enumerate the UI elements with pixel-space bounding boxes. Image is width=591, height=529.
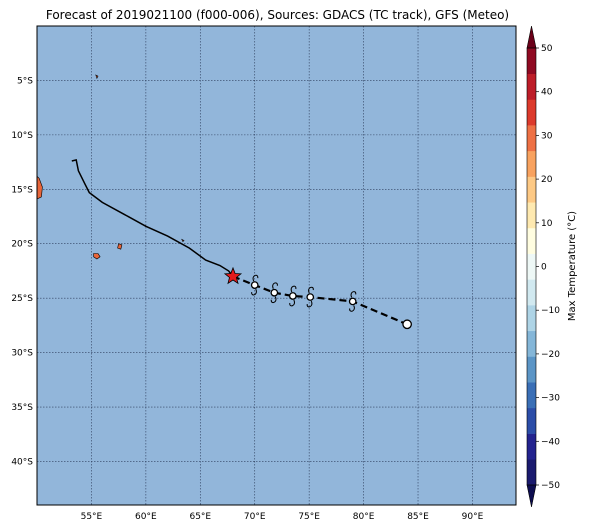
- cyclone-track: [71, 158, 412, 330]
- colorbar-band: [527, 279, 536, 306]
- latitude-labels: 5°S 10°S 15°S 20°S 25°S 30°S 35°S 40°S: [11, 76, 33, 467]
- colorbar-band: [527, 382, 536, 409]
- colorbar-over-arrow: [526, 25, 537, 49]
- colorbar-band: [527, 433, 536, 460]
- colorbar-tick-label: 40: [541, 88, 553, 98]
- colorbar-band: [527, 330, 536, 357]
- past-track-line: [71, 158, 234, 277]
- lon-tick-label: 75°E: [298, 512, 320, 522]
- map-frame: [36, 25, 517, 506]
- colorbar-tick-label: −20: [541, 350, 560, 360]
- land-layer: [37, 74, 185, 260]
- lat-tick-label: 25°S: [11, 294, 33, 304]
- lat-tick-label: 15°S: [11, 185, 33, 195]
- island-reunion: [93, 253, 101, 260]
- colorbar-tick-label: 10: [541, 219, 553, 229]
- colorbar-band: [527, 407, 536, 434]
- colorbar-band: [527, 459, 536, 486]
- colorbar-band: [527, 227, 536, 254]
- colorbar-label: Max Temperature (°C): [567, 211, 578, 321]
- colorbar-ticks: 50 40 30 20 10 0 −10 −20 −30 −40 −50: [536, 44, 560, 491]
- cyclone-symbol-icon: [306, 286, 315, 308]
- lon-tick-label: 80°E: [353, 512, 375, 522]
- cyclone-symbol-icon: [288, 285, 297, 307]
- colorbar-tick-label: 30: [541, 131, 553, 141]
- ocean-area: [37, 26, 516, 505]
- colorbar-tick-label: −40: [541, 437, 560, 447]
- colorbar-band: [527, 99, 536, 126]
- colorbar-band: [527, 253, 536, 280]
- longitude-labels: 55°E 60°E 65°E 70°E 75°E 80°E 85°E 90°E: [81, 512, 484, 522]
- island-rodrigues: [181, 238, 185, 243]
- lat-tick-label: 40°S: [11, 457, 33, 467]
- current-position-star-icon: [223, 266, 243, 285]
- lat-tick-label: 20°S: [11, 240, 33, 250]
- island-madagascar: [37, 175, 43, 200]
- colorbar-under-arrow: [526, 484, 537, 508]
- lon-tick-label: 85°E: [407, 512, 429, 522]
- lon-tick-label: 65°E: [189, 512, 211, 522]
- lat-tick-label: 5°S: [17, 76, 33, 86]
- colorbar-tick-label: 50: [541, 44, 553, 54]
- colorbar-band: [527, 305, 536, 332]
- colorbar-tick-label: 0: [541, 263, 547, 273]
- lon-tick-label: 55°E: [81, 512, 103, 522]
- lat-tick-label: 10°S: [11, 131, 33, 141]
- map-title: Forecast of 2019021100 (f000-006), Sourc…: [45, 8, 510, 22]
- colorbar-tick-label: −50: [541, 481, 560, 491]
- cyclone-symbol-icon: [348, 291, 357, 312]
- colorbar-band: [527, 150, 536, 177]
- colorbar-bands: [526, 25, 537, 508]
- cyclone-symbol-icon: [250, 274, 259, 296]
- lon-tick-label: 90°E: [462, 512, 484, 522]
- colorbar: 50 40 30 20 10 0 −10 −20 −30 −40 −50 Max Temperatu…: [526, 25, 578, 508]
- colorbar-band: [527, 356, 536, 383]
- colorbar-band: [527, 176, 536, 203]
- lat-tick-label: 35°S: [11, 403, 33, 413]
- graticule: [37, 26, 516, 505]
- colorbar-band: [527, 48, 536, 75]
- colorbar-band: [527, 73, 536, 100]
- colorbar-tick-label: 20: [541, 175, 553, 185]
- colorbar-band: [527, 125, 536, 152]
- cyclone-symbol-icon: [270, 282, 279, 304]
- lon-tick-label: 60°E: [135, 512, 157, 522]
- colorbar-tick-label: −30: [541, 394, 560, 404]
- lon-tick-label: 70°E: [244, 512, 266, 522]
- colorbar-band: [527, 202, 536, 229]
- island-mauritius: [117, 243, 123, 250]
- island-seychelles: [95, 74, 99, 80]
- colorbar-tick-label: −10: [541, 306, 560, 316]
- lat-tick-label: 30°S: [11, 349, 33, 359]
- forecast-end-marker: [402, 319, 412, 330]
